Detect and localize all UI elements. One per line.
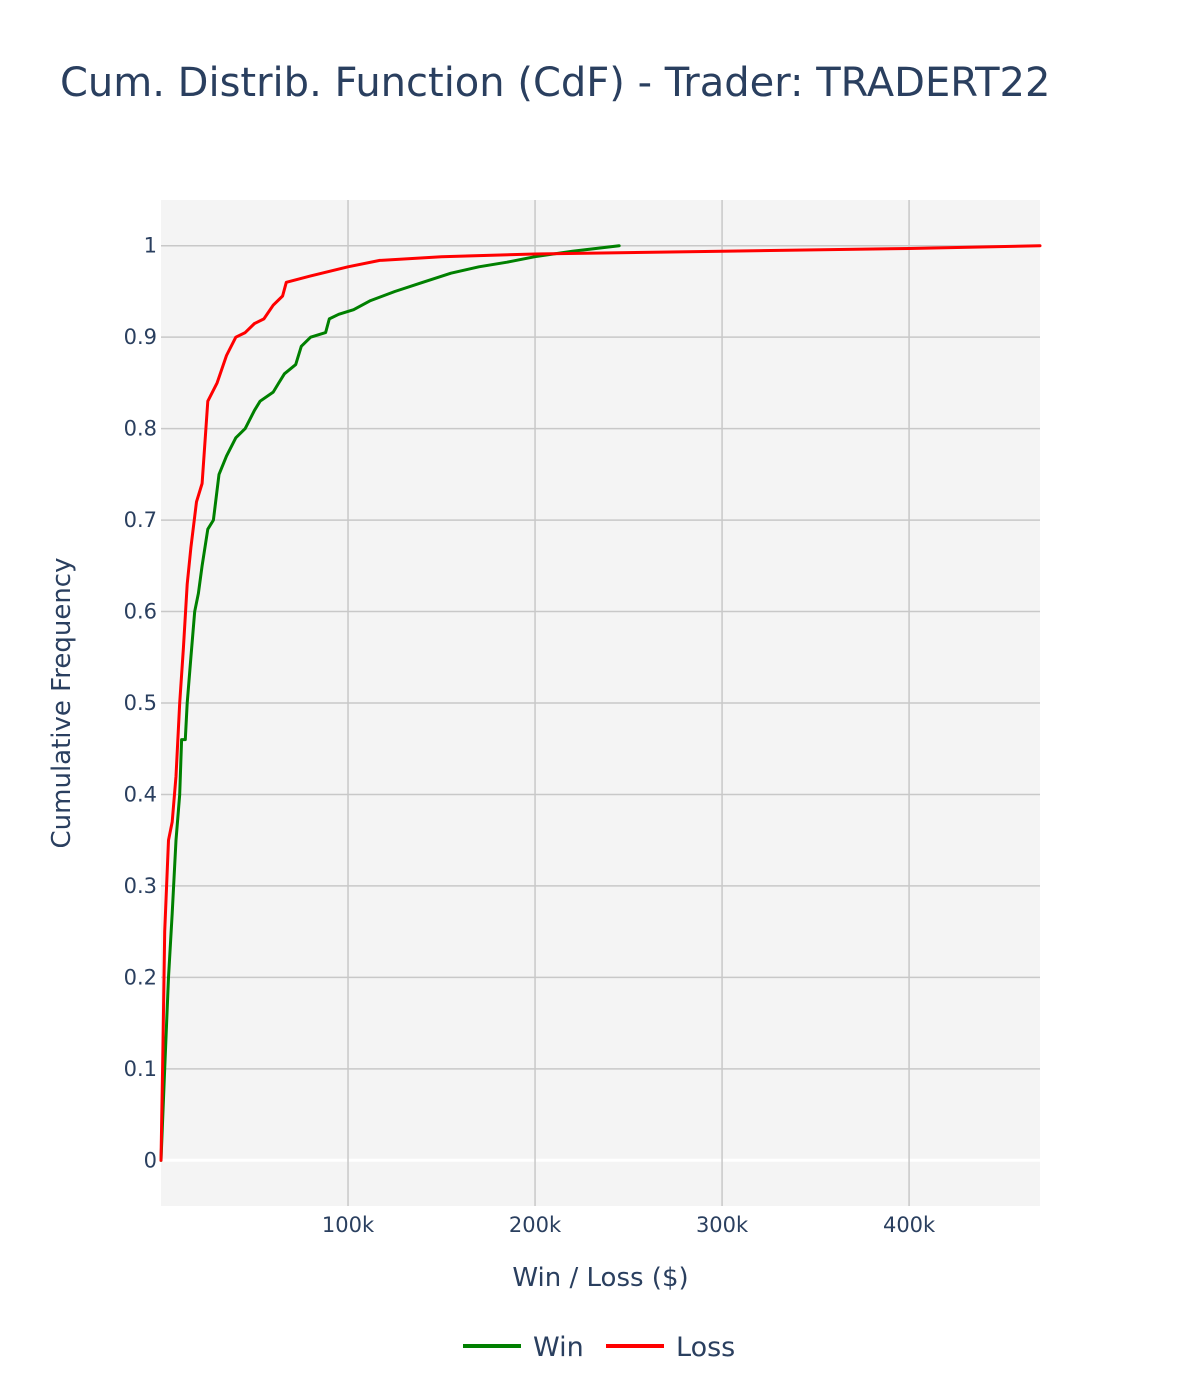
x-tick-label: 300k: [696, 1213, 749, 1237]
legend-item-win[interactable]: Win: [463, 1332, 584, 1363]
x-axis-title: Win / Loss ($): [512, 1263, 688, 1293]
x-tick-label: 200k: [509, 1213, 562, 1237]
y-tick-label: 0.4: [124, 782, 157, 806]
series-line-loss: [159, 244, 1042, 1162]
chart-title: Cum. Distrib. Function (CdF) - Trader: T…: [60, 60, 1051, 106]
y-tick-label: 0.6: [124, 600, 157, 624]
y-tick-label: 1: [144, 234, 157, 258]
legend-label: Loss: [676, 1332, 735, 1363]
y-tick-label: 0.3: [124, 874, 157, 898]
series-layer: [159, 244, 1042, 1162]
legend-label: Win: [533, 1332, 584, 1363]
y-tick-label: 0.7: [124, 508, 157, 532]
grid-layer: [161, 200, 1040, 1206]
y-tick-label: 0.1: [124, 1057, 157, 1081]
y-tick-label: 0: [144, 1148, 157, 1172]
y-tick-label: 0.8: [124, 417, 157, 441]
tick-layer: 0 0.1 0.2 0.3 0.4 0.5 0.6 0.7 0.8 0.9 1 100k 200k 300…: [124, 234, 936, 1237]
x-tick-label: 400k: [883, 1213, 936, 1237]
y-tick-label: 0.2: [124, 965, 157, 989]
series-line-win: [159, 244, 621, 1162]
y-tick-label: 0.5: [124, 691, 157, 715]
x-tick-label: 100k: [322, 1213, 375, 1237]
y-tick-label: 0.9: [124, 325, 157, 349]
legend-item-loss[interactable]: Loss: [606, 1332, 735, 1363]
legend[interactable]: Win Loss: [463, 1332, 735, 1363]
y-axis-title: Cumulative Frequency: [47, 558, 77, 849]
